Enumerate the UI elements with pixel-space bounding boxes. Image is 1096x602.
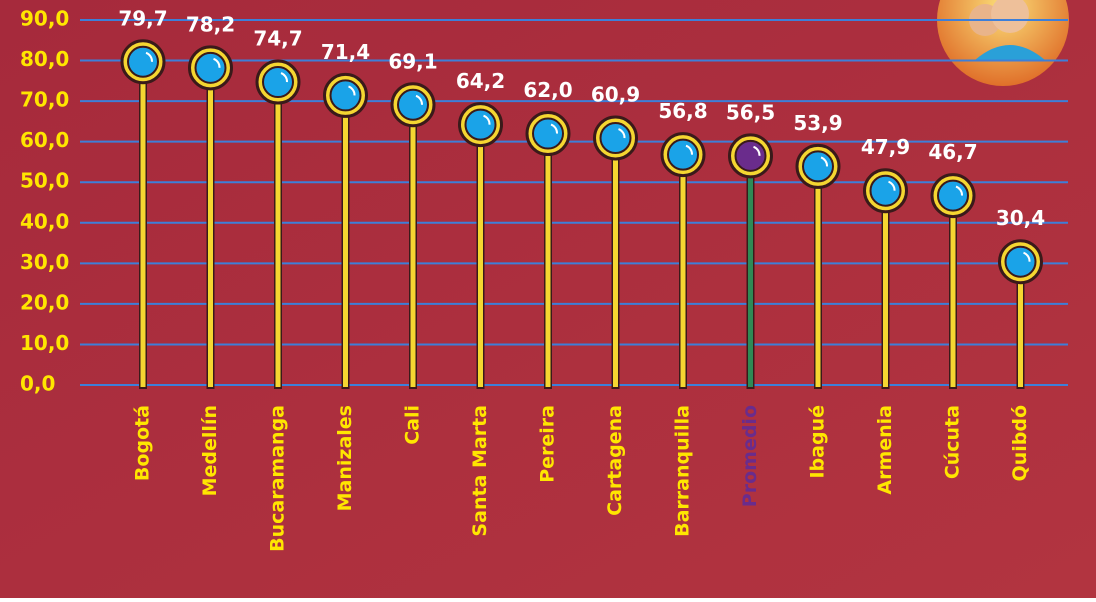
glass [599,122,632,155]
y-tick-label: 10,0 [20,331,69,355]
y-tick-label: 70,0 [20,88,69,112]
x-tick-label: Promedio [739,405,761,507]
glass [127,45,159,78]
x-tick-label: Pereira [537,405,559,483]
x-tick-label: Armenia [874,405,896,495]
glint [415,94,423,105]
glint [1023,251,1031,262]
x-tick-label: Quibdó [1009,405,1031,481]
value-label: 79,7 [118,6,167,30]
value-label: 69,1 [388,49,437,73]
y-tick-label: 0,0 [20,372,55,396]
glint [820,156,828,167]
value-label: 46,7 [928,140,977,164]
value-label: 60,9 [591,83,640,107]
x-tick-label: Manizales [334,405,356,511]
value-label: 62,0 [523,78,572,102]
value-label: 47,9 [861,135,910,159]
y-tick-label: 80,0 [20,47,69,71]
glass [802,150,834,183]
value-label: 30,4 [996,206,1045,230]
value-label: 56,5 [726,100,775,124]
icon [937,0,1069,86]
x-tick-label: Ibagué [807,405,829,479]
x-tick-label: Medellín [199,405,221,496]
x-tick-label: Santa Marta [469,405,491,537]
glint [145,51,153,62]
glint [753,145,761,156]
glass [532,117,564,150]
glint [550,123,558,134]
glint [955,185,963,196]
value-label: 74,7 [253,27,302,51]
glass [937,179,969,212]
glass [329,79,362,112]
glass [194,51,227,84]
glint [213,57,221,68]
glass [667,138,699,171]
value-label: 64,2 [456,69,505,93]
x-tick-label: Cartagena [604,405,626,516]
y-tick-label: 40,0 [20,209,69,233]
value-label: 78,2 [186,12,235,36]
value-label: 71,4 [321,40,370,64]
glint [618,128,626,139]
glass [464,108,497,141]
glass [397,88,429,121]
glint [888,180,896,191]
glass [262,66,294,99]
glass [734,139,767,172]
glint [280,72,288,83]
x-tick-label: Barranquilla [672,405,694,537]
glass [1004,245,1037,278]
glint [348,85,356,96]
glint [685,144,693,155]
x-tick-label: Cúcuta [942,405,964,479]
x-tick-label: Bogotá [132,405,154,481]
y-tick-label: 50,0 [20,169,69,193]
y-tick-label: 20,0 [20,290,69,314]
y-tick-label: 90,0 [20,7,69,31]
y-tick-label: 60,0 [20,128,69,152]
glass [869,174,902,207]
x-tick-label: Cali [402,405,424,445]
value-label: 53,9 [793,111,842,135]
x-tick-label: Bucaramanga [267,405,289,552]
glint [483,114,491,125]
y-tick-label: 30,0 [20,250,69,274]
value-label: 56,8 [658,99,707,123]
